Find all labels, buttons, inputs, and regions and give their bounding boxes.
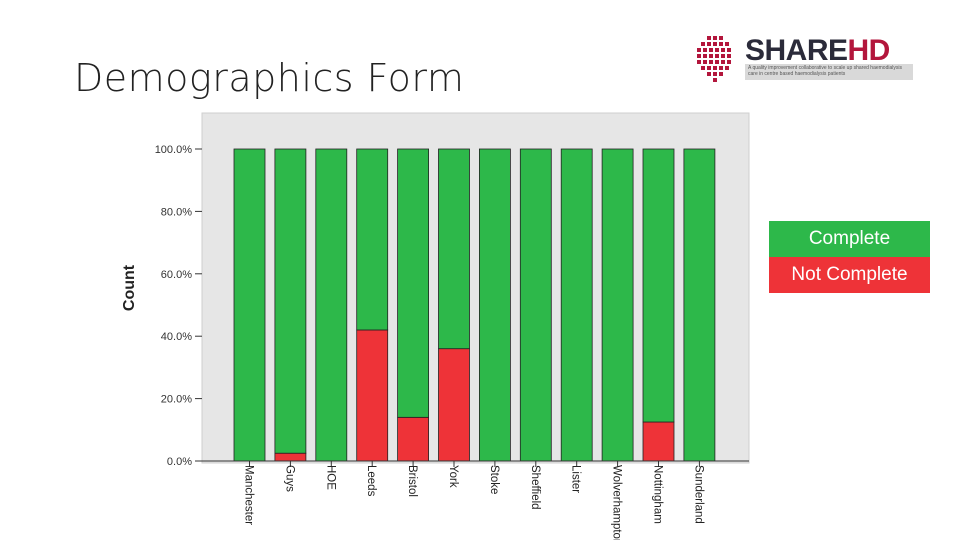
x-tick-label: Wolverhampton bbox=[611, 465, 623, 540]
y-tick-label: 20.0% bbox=[161, 394, 192, 406]
x-tick-label: HOE bbox=[324, 465, 336, 490]
bar-complete bbox=[438, 148, 470, 350]
bar-complete bbox=[642, 148, 675, 423]
legend-item-complete: Complete bbox=[769, 221, 930, 257]
x-tick-label: Sheffield bbox=[529, 465, 541, 510]
legend: Complete Not Complete bbox=[769, 221, 930, 293]
y-tick-label: 100.0% bbox=[155, 144, 193, 156]
x-tick-label: York bbox=[447, 465, 459, 488]
bars bbox=[233, 148, 716, 462]
bar-not-complete bbox=[274, 452, 307, 462]
logo-wordmark: SHAREHD bbox=[745, 34, 890, 67]
bar-not-complete bbox=[356, 329, 389, 462]
bar-not-complete bbox=[438, 348, 470, 462]
sharehd-logo: SHAREHD A quality improvement collaborat… bbox=[693, 34, 918, 84]
bar-complete bbox=[519, 148, 552, 462]
bar-complete bbox=[233, 148, 266, 462]
bar-complete bbox=[315, 148, 348, 462]
bar-complete bbox=[397, 148, 430, 418]
x-tick-label: Leeds bbox=[365, 465, 377, 497]
slide-title: Demographics Form bbox=[74, 56, 465, 100]
logo-dots-icon bbox=[697, 36, 731, 82]
x-tick-label: Bristol bbox=[406, 465, 418, 497]
bar-complete bbox=[683, 148, 716, 462]
x-tick-label: Guys bbox=[283, 465, 295, 492]
bar-complete bbox=[356, 148, 389, 331]
legend-item-not-complete: Not Complete bbox=[769, 257, 930, 293]
y-tick-label: 60.0% bbox=[161, 269, 192, 281]
y-tick-label: 80.0% bbox=[161, 206, 192, 218]
x-tick-label: Manchester bbox=[243, 465, 255, 525]
x-tick-label: Lister bbox=[570, 465, 582, 493]
bar-complete bbox=[601, 148, 634, 462]
bar-complete bbox=[274, 148, 307, 454]
bar-complete bbox=[478, 148, 511, 462]
logo-tagline: A quality improvement collaborative to s… bbox=[745, 64, 913, 80]
x-tick-label: Nottingham bbox=[652, 465, 664, 524]
y-tick-label: 0.0% bbox=[167, 456, 192, 468]
y-axis: 0.0% 20.0% 40.0% 60.0% 80.0% 100.0% bbox=[155, 144, 202, 468]
x-tick-label: Sunderland bbox=[692, 465, 704, 524]
x-axis: Manchester Guys HOE Leeds Bristol York Stoke Sh… bbox=[202, 460, 749, 540]
bar-not-complete bbox=[397, 416, 430, 462]
x-tick-label: Stoke bbox=[488, 465, 500, 494]
bar-not-complete bbox=[642, 421, 675, 462]
y-tick-label: 40.0% bbox=[161, 331, 192, 343]
bar-complete bbox=[560, 148, 593, 462]
y-axis-label: Count bbox=[121, 264, 138, 311]
